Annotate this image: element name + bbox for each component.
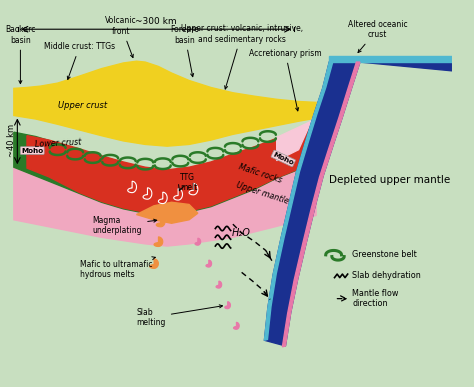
Polygon shape	[154, 237, 163, 247]
Polygon shape	[174, 189, 182, 200]
Polygon shape	[195, 238, 201, 245]
Polygon shape	[206, 260, 211, 267]
Polygon shape	[27, 127, 314, 214]
Polygon shape	[225, 302, 230, 309]
Text: Upper mantle: Upper mantle	[235, 181, 290, 206]
Text: Moho: Moho	[272, 151, 294, 166]
Polygon shape	[189, 183, 198, 195]
Text: Middle crust: TTGs: Middle crust: TTGs	[44, 42, 115, 79]
Text: Accretionary prism: Accretionary prism	[249, 49, 322, 111]
Polygon shape	[264, 62, 360, 346]
Polygon shape	[14, 61, 316, 146]
Text: ~40 km: ~40 km	[7, 124, 16, 158]
Text: Altered oceanic
crust: Altered oceanic crust	[347, 20, 407, 53]
Polygon shape	[329, 62, 452, 71]
Polygon shape	[216, 281, 222, 288]
Polygon shape	[283, 62, 360, 347]
Polygon shape	[14, 163, 316, 246]
Text: Mafic rocks: Mafic rocks	[237, 163, 283, 185]
Polygon shape	[158, 192, 167, 204]
Polygon shape	[264, 62, 333, 340]
Polygon shape	[137, 202, 198, 223]
Polygon shape	[234, 322, 239, 329]
Text: Magma
underplating: Magma underplating	[93, 216, 157, 235]
Text: Backarc
basin: Backarc basin	[5, 25, 36, 84]
Text: Lower crust: Lower crust	[35, 137, 82, 149]
Polygon shape	[156, 217, 165, 227]
Text: Slab
melting: Slab melting	[137, 305, 222, 327]
Text: Mantle flow
direction: Mantle flow direction	[352, 289, 399, 308]
Polygon shape	[128, 181, 137, 193]
Text: H₂O: H₂O	[232, 228, 251, 238]
Text: Depleted upper mantle: Depleted upper mantle	[329, 175, 450, 185]
Text: Upper crust: Upper crust	[58, 101, 107, 110]
Text: Upper crust: volcanic, intrusive,
and sedimentary rocks: Upper crust: volcanic, intrusive, and se…	[181, 24, 303, 89]
Text: Forearc
basin: Forearc basin	[171, 25, 199, 77]
Polygon shape	[14, 127, 316, 216]
Text: Mafic to ultramafic
hydrous melts: Mafic to ultramafic hydrous melts	[80, 257, 155, 279]
Text: TTG
melt: TTG melt	[180, 173, 198, 192]
Text: Moho: Moho	[21, 147, 43, 154]
Text: Slab dehydration: Slab dehydration	[352, 271, 421, 280]
Polygon shape	[150, 259, 158, 269]
Polygon shape	[143, 188, 152, 199]
Polygon shape	[277, 86, 327, 161]
Text: ~300 km: ~300 km	[136, 17, 177, 26]
Polygon shape	[329, 55, 452, 62]
Text: Volcanic
front: Volcanic front	[105, 16, 137, 58]
Text: Greenstone belt: Greenstone belt	[352, 250, 417, 259]
